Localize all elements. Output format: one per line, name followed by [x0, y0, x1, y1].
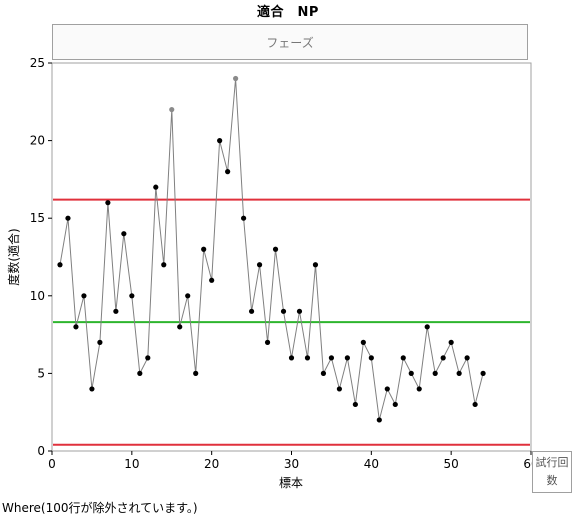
data-point[interactable] [81, 293, 87, 299]
data-point[interactable] [344, 355, 350, 361]
x-tick-label: 0 [48, 457, 56, 471]
data-point[interactable] [121, 231, 127, 237]
data-point[interactable] [241, 215, 247, 221]
data-point[interactable] [320, 370, 327, 376]
data-point[interactable] [392, 401, 398, 408]
out-of-control-point[interactable] [233, 75, 239, 82]
control-limits [53, 198, 530, 446]
plot-frame [51, 62, 532, 452]
data-point[interactable] [328, 355, 335, 361]
data-point[interactable] [137, 370, 143, 376]
trial-count-label: 試行回数 [535, 456, 569, 487]
data-point[interactable] [57, 262, 63, 268]
data-point[interactable] [65, 215, 71, 221]
data-point[interactable] [296, 308, 303, 314]
y-axis-title: 度数(適合) [6, 228, 21, 285]
data-point[interactable] [193, 370, 199, 376]
phase-panel[interactable]: フェーズ [52, 24, 528, 60]
data-point[interactable] [89, 386, 95, 392]
chart-title: 適合 NP [257, 5, 319, 20]
data-point[interactable] [448, 339, 454, 345]
data-point[interactable] [97, 339, 103, 345]
data-point[interactable] [456, 370, 462, 376]
x-axis-title: 標本 [279, 476, 303, 490]
data-point[interactable] [217, 138, 223, 144]
phase-label: フェーズ [266, 35, 314, 50]
data-point[interactable] [360, 339, 366, 345]
data-point[interactable] [312, 262, 319, 268]
data-point[interactable] [416, 386, 422, 392]
data-point[interactable] [464, 355, 470, 361]
x-tick-label: 50 [444, 457, 459, 471]
data-point[interactable] [280, 308, 287, 314]
data-point[interactable] [256, 262, 263, 268]
y-tick-label: 25 [30, 56, 45, 70]
data-point[interactable] [368, 355, 374, 361]
data-point[interactable] [424, 324, 430, 330]
data-point[interactable] [113, 308, 119, 314]
series-line [59, 78, 484, 421]
y-tick-label: 5 [37, 366, 45, 380]
y-tick-label: 15 [30, 211, 45, 225]
data-point[interactable] [384, 386, 390, 392]
y-tick-label: 0 [37, 444, 45, 458]
data-point[interactable] [352, 401, 358, 408]
data-point[interactable] [408, 370, 414, 376]
data-point[interactable] [304, 355, 311, 361]
out-of-control-point[interactable] [169, 106, 175, 113]
x-tick-label: 30 [284, 457, 299, 471]
y-axis: 0 5 10 15 20 25 [30, 56, 52, 458]
x-tick-label: 10 [124, 457, 139, 471]
data-series [57, 75, 486, 423]
exclusion-note: Where(100行が除外されています。) [2, 501, 198, 515]
trial-count-button[interactable]: 試行回数 [532, 451, 572, 493]
data-point[interactable] [336, 386, 342, 392]
data-point[interactable] [145, 355, 151, 361]
x-tick-label: 20 [204, 457, 219, 471]
data-point[interactable] [201, 246, 207, 252]
data-point[interactable] [153, 184, 159, 190]
data-point[interactable] [440, 355, 446, 361]
y-tick-label: 10 [30, 289, 45, 303]
y-tick-label: 20 [30, 134, 45, 148]
data-point[interactable] [400, 355, 406, 361]
data-point[interactable] [264, 339, 271, 345]
data-point[interactable] [209, 277, 215, 283]
data-point[interactable] [288, 355, 295, 361]
data-point[interactable] [432, 370, 438, 376]
data-point[interactable] [129, 293, 135, 299]
data-point[interactable] [105, 200, 111, 206]
data-point[interactable] [248, 308, 255, 314]
x-tick-label: 40 [364, 457, 379, 471]
data-point[interactable] [177, 324, 183, 330]
data-point[interactable] [480, 370, 486, 376]
data-point[interactable] [225, 169, 231, 175]
x-axis: 0 10 20 30 40 50 60 [48, 451, 539, 471]
data-point[interactable] [73, 324, 79, 330]
data-point[interactable] [185, 293, 191, 299]
data-point[interactable] [161, 262, 167, 268]
data-point[interactable] [472, 401, 478, 408]
data-point[interactable] [272, 246, 279, 252]
data-point[interactable] [376, 417, 382, 423]
